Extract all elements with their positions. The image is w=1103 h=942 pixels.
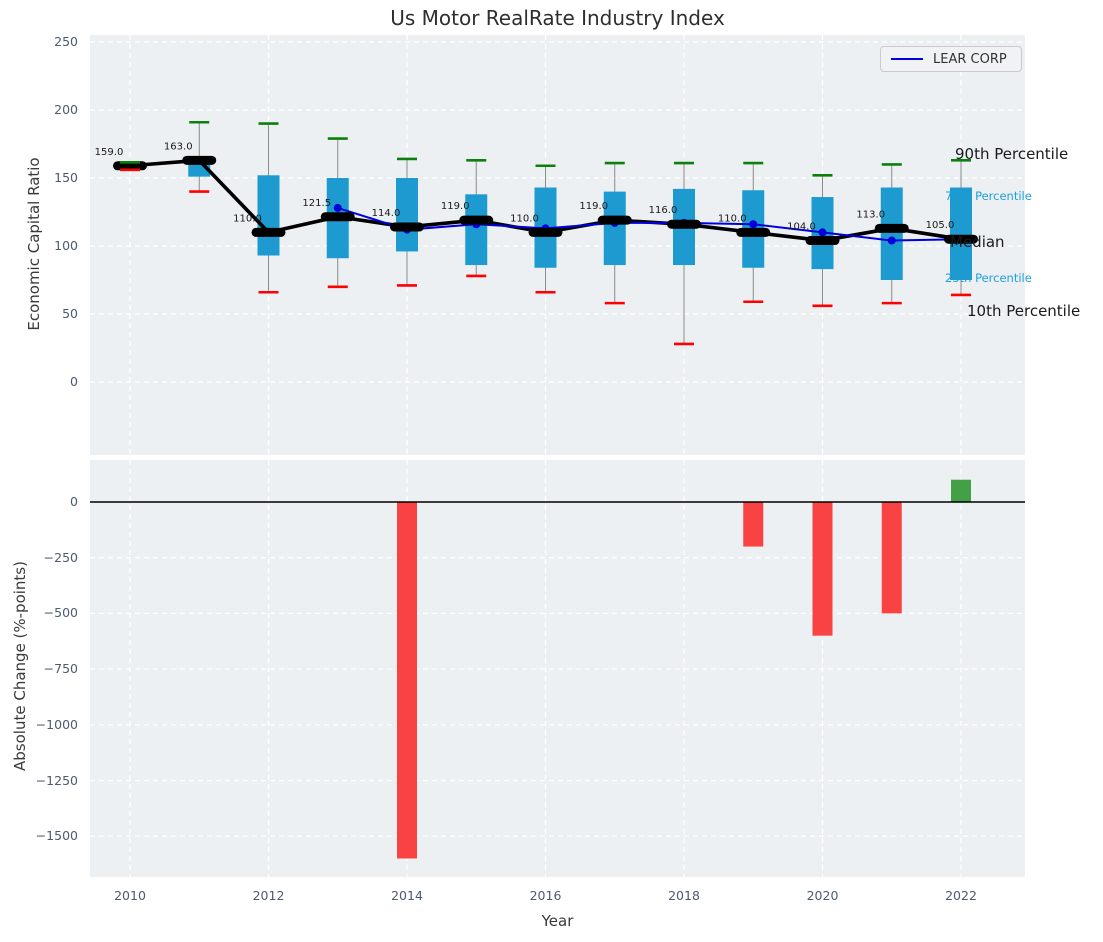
median-value-label-2021: 113.0 (856, 209, 885, 220)
top-ytick-50: 50 (62, 306, 78, 321)
xtick-2014: 2014 (391, 888, 423, 903)
median-marker-2011 (182, 155, 217, 165)
legend-label: LEAR CORP (933, 51, 1007, 67)
xtick-2020: 2020 (806, 888, 839, 903)
bottom-ytick-1: −250 (43, 549, 78, 565)
top-ytick-100: 100 (54, 238, 78, 253)
bottom-ytick-6: −1500 (35, 828, 78, 844)
chart-title: Us Motor RealRate Industry Index (390, 6, 725, 30)
median-value-label-2022: 105.0 (926, 220, 955, 231)
xtick-2012: 2012 (252, 888, 285, 903)
top-plot-area: 75th Percentile 25th Percentile 159.0 163.0… (90, 35, 1080, 455)
label-90th-percentile: 90th Percentile (955, 145, 1068, 163)
median-marker-2015 (459, 215, 494, 225)
top-ytick-200: 200 (54, 102, 78, 117)
legend-line-icon (891, 58, 923, 60)
xtick-2016: 2016 (529, 888, 562, 903)
lear-corp-point-2021 (887, 236, 896, 245)
xtick-2018: 2018 (668, 888, 700, 903)
change-bar-2020 (812, 502, 833, 636)
box-2022 (950, 187, 972, 280)
median-value-label-2010: 159.0 (95, 147, 124, 158)
box-2021 (880, 187, 903, 280)
bottom-plot-area (90, 460, 1025, 877)
median-value-label-2014: 114.0 (372, 208, 401, 219)
median-marker-2020 (805, 236, 840, 246)
median-value-label-2015: 119.0 (441, 201, 470, 212)
legend: LEAR CORP (880, 46, 1022, 72)
bottom-ytick-5: −1250 (35, 772, 78, 788)
lear-corp-line (337, 206, 962, 242)
lear-corp-point-2013 (333, 203, 342, 212)
median-marker-2022 (944, 234, 978, 244)
median-value-label-2018: 116.0 (649, 205, 678, 216)
median-value-label-2020: 104.0 (787, 222, 816, 233)
lear-corp-point-2020 (818, 228, 827, 237)
median-value-label-2019: 110.0 (718, 213, 747, 224)
xtick-2010: 2010 (114, 888, 146, 903)
median-marker-2021 (874, 223, 909, 233)
median-value-label-2012: 110.0 (233, 213, 262, 224)
label-10th-percentile: 10th Percentile (967, 302, 1080, 320)
top-ytick-150: 150 (54, 170, 78, 185)
bottom-y-axis-label: Absolute Change (%-points) (11, 561, 29, 771)
lear-corp-point-2019 (749, 220, 758, 229)
top-ytick-250: 250 (54, 34, 78, 49)
bottom-ytick-3: −750 (43, 661, 78, 677)
median-marker-2013 (320, 212, 355, 222)
median-value-label-2016: 110.0 (510, 213, 539, 224)
median-value-label-2011: 163.0 (164, 141, 193, 152)
median-marker-2018 (667, 219, 701, 229)
top-ytick-0: 0 (70, 374, 78, 389)
xtick-2022: 2022 (945, 888, 977, 903)
median-marker-2017 (597, 215, 632, 225)
label-median: Median (950, 233, 1005, 251)
x-axis-label: Year (541, 912, 574, 930)
median-value-label-2013: 121.5 (302, 198, 331, 209)
change-bar-2019 (743, 502, 764, 547)
change-bar-2022 (951, 479, 971, 502)
bottom-ytick-0: 0 (70, 494, 78, 509)
bottom-ytick-4: −1000 (35, 716, 78, 732)
median-marker-2014 (390, 222, 424, 232)
box-2015 (465, 194, 488, 266)
change-bar-2014 (397, 502, 417, 859)
box-2017 (603, 191, 626, 266)
change-bar-2021 (881, 502, 902, 614)
median-marker-2012 (251, 227, 286, 237)
box-2014 (396, 178, 418, 252)
median-marker-2019 (736, 227, 771, 237)
median-marker-2016 (528, 227, 563, 237)
bottom-ytick-2: −500 (43, 605, 78, 621)
median-value-label-2017: 119.0 (579, 201, 608, 212)
